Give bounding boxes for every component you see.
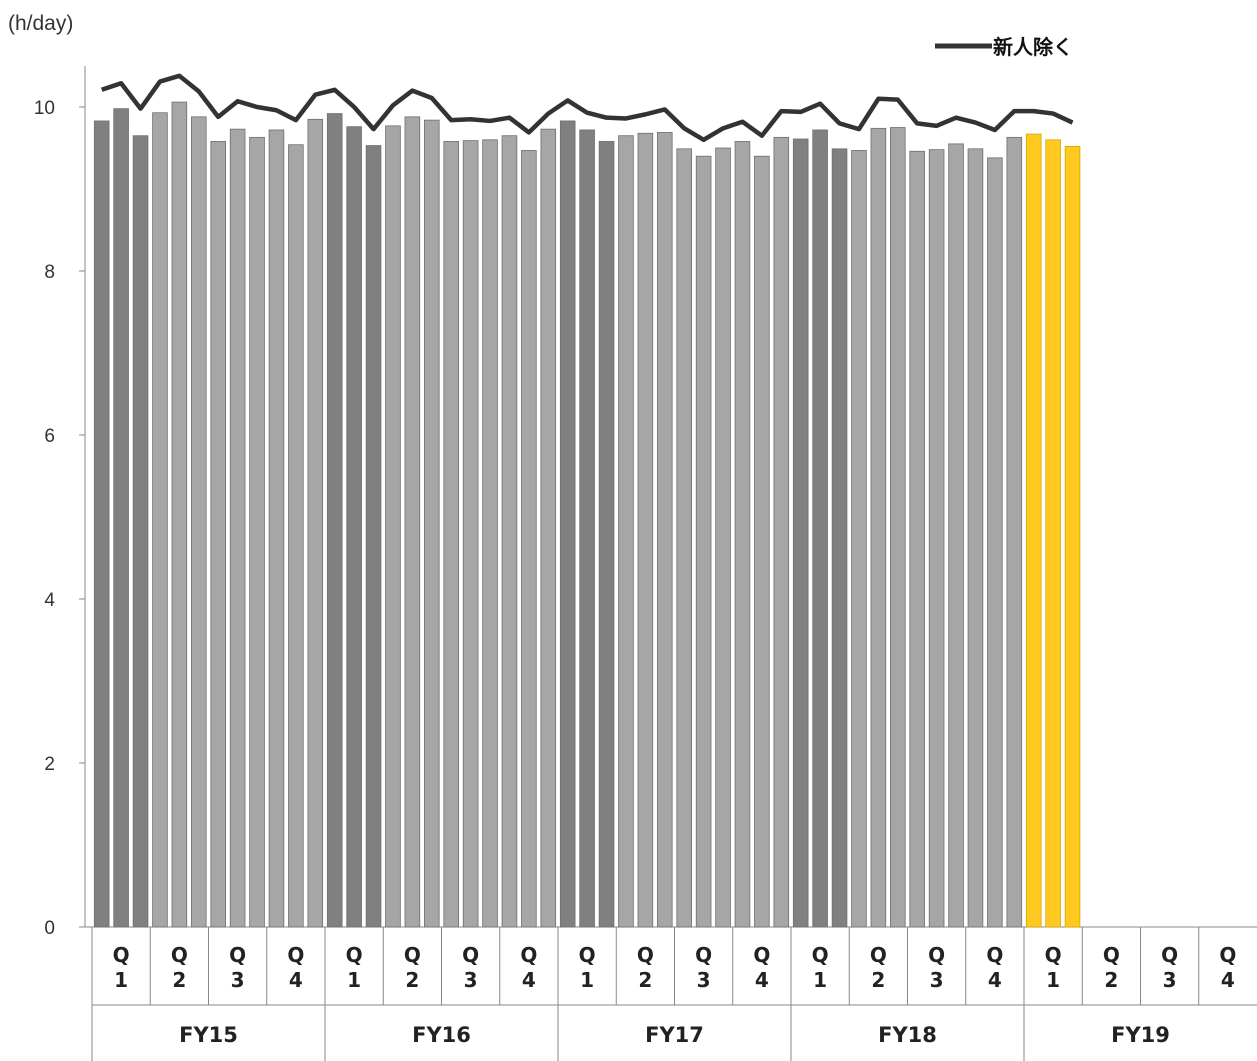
fiscal-year-label: FY18 [878,1023,937,1047]
bar [754,155,770,928]
bar [229,128,246,928]
bar [132,135,149,928]
bar [191,116,207,928]
bar [404,116,421,928]
bar [831,148,848,928]
legend: 新人除く [935,35,1073,59]
bar [501,135,518,928]
bar [598,141,615,928]
bar [482,139,498,928]
bar [326,113,343,928]
y-tick-label: 2 [44,754,55,775]
bar [792,138,809,928]
bar [540,128,557,928]
bar [210,141,226,928]
bar [346,126,362,928]
bar [443,141,459,928]
y-tick-label: 0 [44,918,55,939]
bar-series [93,101,1081,928]
bar [152,112,168,928]
y-tick-label: 6 [44,426,55,447]
bar [734,141,751,928]
bar [365,145,382,928]
bar [1025,133,1042,928]
line-series [100,73,1074,143]
y-tick-label: 10 [34,98,55,119]
bar [773,136,790,928]
fiscal-year-label: FY15 [179,1023,238,1047]
bar [1006,136,1023,928]
line-shinjin-nozoku [100,73,1074,143]
bar [113,108,129,928]
bar [521,150,537,928]
bar [715,147,731,928]
fiscal-year-label: FY16 [412,1023,471,1047]
bar [1045,139,1061,928]
bar [93,120,110,928]
bar [657,132,673,928]
y-tick-label: 4 [44,590,55,611]
bar [1064,145,1081,928]
bar [579,129,595,928]
bar [268,129,285,928]
bar [890,127,906,928]
bar [249,136,265,928]
x-axis-table: Q 1 Q 2 Q 3 Q 4 FY15 Q 1 Q 2 Q 3 Q 4 FY16 Q 1 Q 2 Q 3 Q 4 FY17 Q 1 Q 2… [91,927,1257,1061]
bar [171,101,188,928]
bar [967,148,984,928]
bar [909,150,925,928]
bar [948,143,964,928]
bar [462,140,479,928]
fiscal-year-label: FY17 [645,1023,704,1047]
bar [928,149,945,928]
bar [288,144,304,928]
y-tick-label: 8 [44,262,55,283]
bar [695,155,712,928]
bar [637,132,654,928]
bar [870,127,887,928]
unit-label: (h/day) [8,12,73,35]
bar [559,120,576,928]
bar [424,119,440,928]
bar [851,150,867,928]
bar [618,135,634,928]
bar [385,125,401,928]
bar [676,148,692,928]
bar [307,118,324,928]
bar [987,157,1003,928]
bar [812,129,828,928]
legend-label-shinjin-nozoku: 新人除く [993,35,1073,59]
fiscal-year-label: FY19 [1111,1023,1170,1047]
